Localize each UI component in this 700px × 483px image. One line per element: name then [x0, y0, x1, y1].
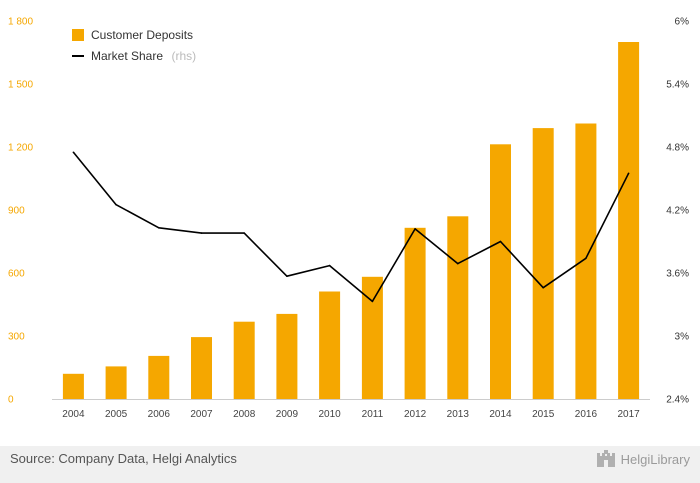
- line-point-2007: [200, 232, 203, 234]
- x-tick-label: 2015: [532, 409, 555, 420]
- left-tick-label: 300: [8, 332, 25, 343]
- line-point-2017: [627, 172, 630, 175]
- bar-2006: [148, 355, 170, 399]
- right-tick-label: 4.8%: [666, 143, 689, 154]
- market-share-line: [72, 151, 630, 303]
- x-tick-label: 2017: [617, 409, 640, 420]
- bar-2013: [447, 216, 469, 399]
- left-tick-label: 0: [8, 395, 14, 406]
- bar-2009: [276, 313, 298, 399]
- x-tick-label: 2016: [575, 409, 598, 420]
- castle-logo-icon: [596, 450, 615, 467]
- line-point-2015: [542, 286, 544, 289]
- line-point-2008: [243, 232, 245, 234]
- x-tick-label: 2009: [276, 409, 299, 420]
- bar-2010: [319, 291, 341, 399]
- left-tick-label: 600: [8, 269, 25, 280]
- x-tick-label: 2004: [62, 409, 85, 420]
- left-tick-label: 1 500: [8, 80, 33, 91]
- bar-2012: [404, 227, 426, 399]
- x-tick-label: 2006: [148, 409, 171, 420]
- line-point-2006: [158, 227, 160, 229]
- bar-2005: [105, 366, 127, 399]
- right-tick-label: 2.4%: [666, 395, 689, 406]
- right-tick-label: 3.6%: [666, 269, 689, 280]
- bar-2015: [532, 128, 554, 399]
- x-tick-label: 2007: [190, 409, 213, 420]
- legend-market-share-suffix: (rhs): [171, 49, 196, 63]
- legend-market-share-name: Market Share: [91, 49, 163, 63]
- deposit-bars: [62, 42, 640, 399]
- legend-bar-swatch: [72, 29, 84, 41]
- left-y-axis: 0 300 600 900 1 200 1 500 1 800: [8, 17, 33, 406]
- x-tick-label: 2010: [318, 409, 341, 420]
- brand-name: HelgiLibrary: [620, 451, 690, 467]
- x-tick-label: 2008: [233, 409, 256, 420]
- line-point-2012: [414, 228, 416, 230]
- bar-2007: [191, 337, 212, 399]
- bar-2014: [490, 144, 511, 399]
- line-point-2014: [499, 240, 502, 243]
- chart: 2004 2005 2006 2007 2008 2009 2010 2011 2012 2013…: [8, 17, 689, 421]
- x-tick-label: 2011: [362, 409, 384, 420]
- bar-2004: [62, 373, 84, 399]
- right-y-axis: 2.4% 3% 3.6% 4.2% 4.8% 5.4% 6%: [666, 17, 689, 406]
- right-tick-label: 6%: [675, 17, 690, 28]
- left-tick-label: 1 200: [8, 143, 33, 154]
- legend-label-deposits: Customer Deposits: [91, 28, 193, 42]
- bar-2016: [575, 123, 597, 399]
- left-tick-label: 1 800: [8, 17, 33, 28]
- bar-2011: [361, 276, 383, 399]
- x-tick-label: 2014: [489, 409, 512, 420]
- bar-2008: [233, 321, 255, 399]
- source-note: Source: Company Data, Helgi Analytics: [10, 451, 237, 466]
- x-axis: 2004 2005 2006 2007 2008 2009 2010 2011 2012 2013…: [52, 399, 650, 420]
- x-tick-label: 2012: [404, 409, 427, 420]
- footer-bar: [0, 446, 700, 483]
- market-share-line-group: [72, 151, 630, 303]
- line-point-2011: [371, 300, 374, 303]
- line-point-2009: [286, 275, 288, 278]
- line-point-2016: [585, 257, 587, 260]
- brand-logo[interactable]: HelgiLibrary: [595, 448, 690, 470]
- right-tick-label: 4.2%: [666, 206, 689, 217]
- bar-2017: [618, 42, 640, 399]
- right-tick-label: 5.4%: [666, 80, 689, 91]
- right-tick-label: 3%: [675, 332, 690, 343]
- line-point-2010: [328, 264, 331, 267]
- x-tick-label: 2013: [447, 409, 470, 420]
- legend-label-market-share: Market Share (rhs): [91, 47, 196, 64]
- x-tick-label: 2005: [105, 409, 128, 420]
- left-tick-label: 900: [8, 206, 25, 217]
- legend: Customer Deposits Market Share (rhs): [72, 28, 196, 64]
- line-point-2005: [115, 203, 117, 206]
- line-point-2013: [457, 262, 459, 265]
- line-point-2004: [72, 151, 75, 154]
